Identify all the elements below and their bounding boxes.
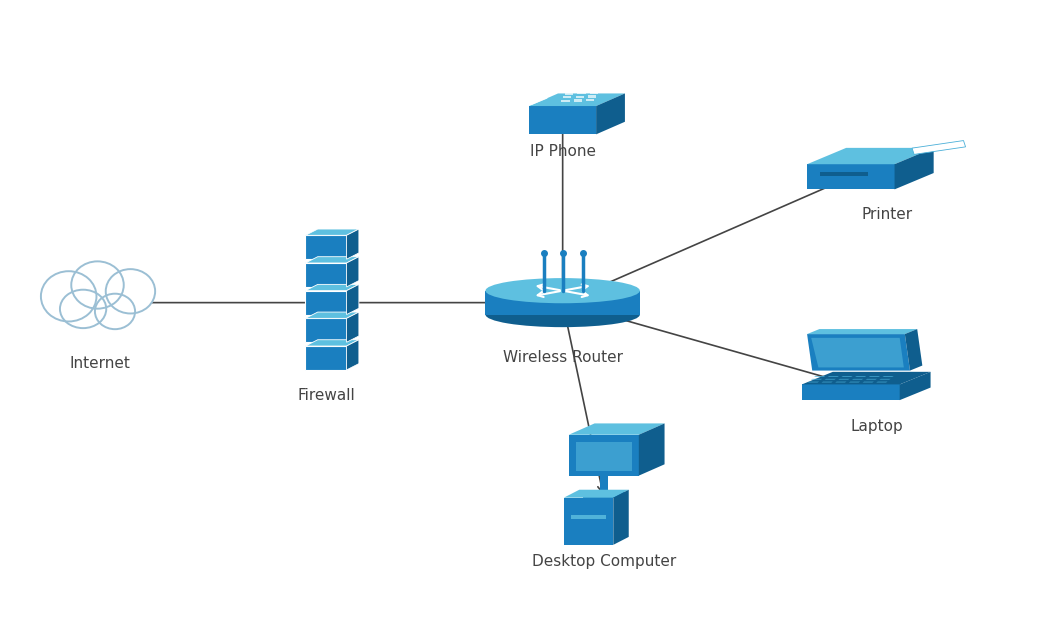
Text: Desktop Computer: Desktop Computer [532, 554, 676, 569]
Ellipse shape [485, 278, 639, 303]
Polygon shape [879, 379, 891, 380]
Text: Printer: Printer [862, 207, 913, 222]
FancyBboxPatch shape [820, 172, 869, 176]
Polygon shape [905, 329, 922, 370]
FancyBboxPatch shape [485, 291, 639, 314]
Polygon shape [814, 376, 825, 377]
Polygon shape [638, 424, 664, 476]
Text: Wireless Router: Wireless Router [503, 350, 623, 365]
FancyBboxPatch shape [529, 106, 597, 134]
Ellipse shape [105, 269, 155, 314]
FancyBboxPatch shape [565, 92, 574, 95]
FancyBboxPatch shape [306, 263, 346, 287]
Polygon shape [346, 312, 359, 342]
Polygon shape [524, 89, 548, 105]
FancyBboxPatch shape [576, 96, 584, 98]
Ellipse shape [71, 261, 124, 309]
Polygon shape [863, 381, 874, 383]
Polygon shape [866, 379, 877, 380]
Polygon shape [346, 340, 359, 370]
Polygon shape [895, 148, 933, 190]
Polygon shape [564, 490, 629, 498]
Polygon shape [529, 93, 625, 106]
FancyBboxPatch shape [561, 100, 569, 102]
Polygon shape [306, 257, 359, 263]
Text: Laptop: Laptop [850, 419, 903, 434]
Ellipse shape [59, 290, 106, 328]
FancyBboxPatch shape [586, 99, 595, 102]
Polygon shape [568, 424, 664, 435]
Polygon shape [869, 376, 880, 377]
Polygon shape [876, 381, 888, 383]
Polygon shape [825, 379, 835, 380]
Polygon shape [822, 381, 832, 383]
FancyBboxPatch shape [600, 476, 608, 491]
FancyBboxPatch shape [306, 235, 346, 259]
Polygon shape [346, 284, 359, 314]
Ellipse shape [485, 302, 639, 327]
FancyBboxPatch shape [306, 291, 346, 314]
Polygon shape [912, 141, 966, 154]
Polygon shape [807, 381, 819, 383]
Polygon shape [828, 376, 839, 377]
Ellipse shape [95, 294, 136, 329]
Polygon shape [810, 379, 822, 380]
FancyBboxPatch shape [572, 515, 606, 519]
FancyBboxPatch shape [306, 318, 346, 342]
Polygon shape [807, 334, 909, 370]
Polygon shape [306, 284, 359, 291]
FancyBboxPatch shape [576, 442, 632, 471]
FancyBboxPatch shape [564, 498, 613, 545]
FancyBboxPatch shape [563, 96, 572, 98]
Polygon shape [839, 379, 850, 380]
Polygon shape [852, 379, 864, 380]
Polygon shape [849, 381, 860, 383]
FancyBboxPatch shape [306, 346, 346, 370]
Polygon shape [306, 229, 359, 235]
Polygon shape [346, 257, 359, 287]
Polygon shape [613, 490, 629, 545]
FancyBboxPatch shape [802, 385, 900, 400]
FancyBboxPatch shape [574, 99, 582, 102]
Polygon shape [597, 93, 625, 134]
FancyBboxPatch shape [588, 95, 597, 98]
Polygon shape [882, 376, 894, 377]
FancyBboxPatch shape [807, 164, 895, 190]
Polygon shape [900, 372, 930, 400]
Polygon shape [807, 148, 933, 164]
Polygon shape [802, 372, 930, 385]
Polygon shape [842, 376, 853, 377]
Polygon shape [306, 340, 359, 346]
Text: Firewall: Firewall [297, 388, 355, 403]
Text: IP Phone: IP Phone [530, 144, 596, 159]
Polygon shape [811, 338, 904, 367]
Polygon shape [306, 312, 359, 318]
FancyBboxPatch shape [589, 91, 598, 94]
Polygon shape [346, 229, 359, 259]
FancyBboxPatch shape [583, 491, 625, 498]
Polygon shape [807, 329, 917, 334]
FancyBboxPatch shape [568, 435, 638, 476]
Text: Internet: Internet [69, 356, 130, 371]
FancyBboxPatch shape [578, 92, 586, 95]
Polygon shape [835, 381, 847, 383]
Polygon shape [855, 376, 867, 377]
Ellipse shape [41, 271, 96, 322]
